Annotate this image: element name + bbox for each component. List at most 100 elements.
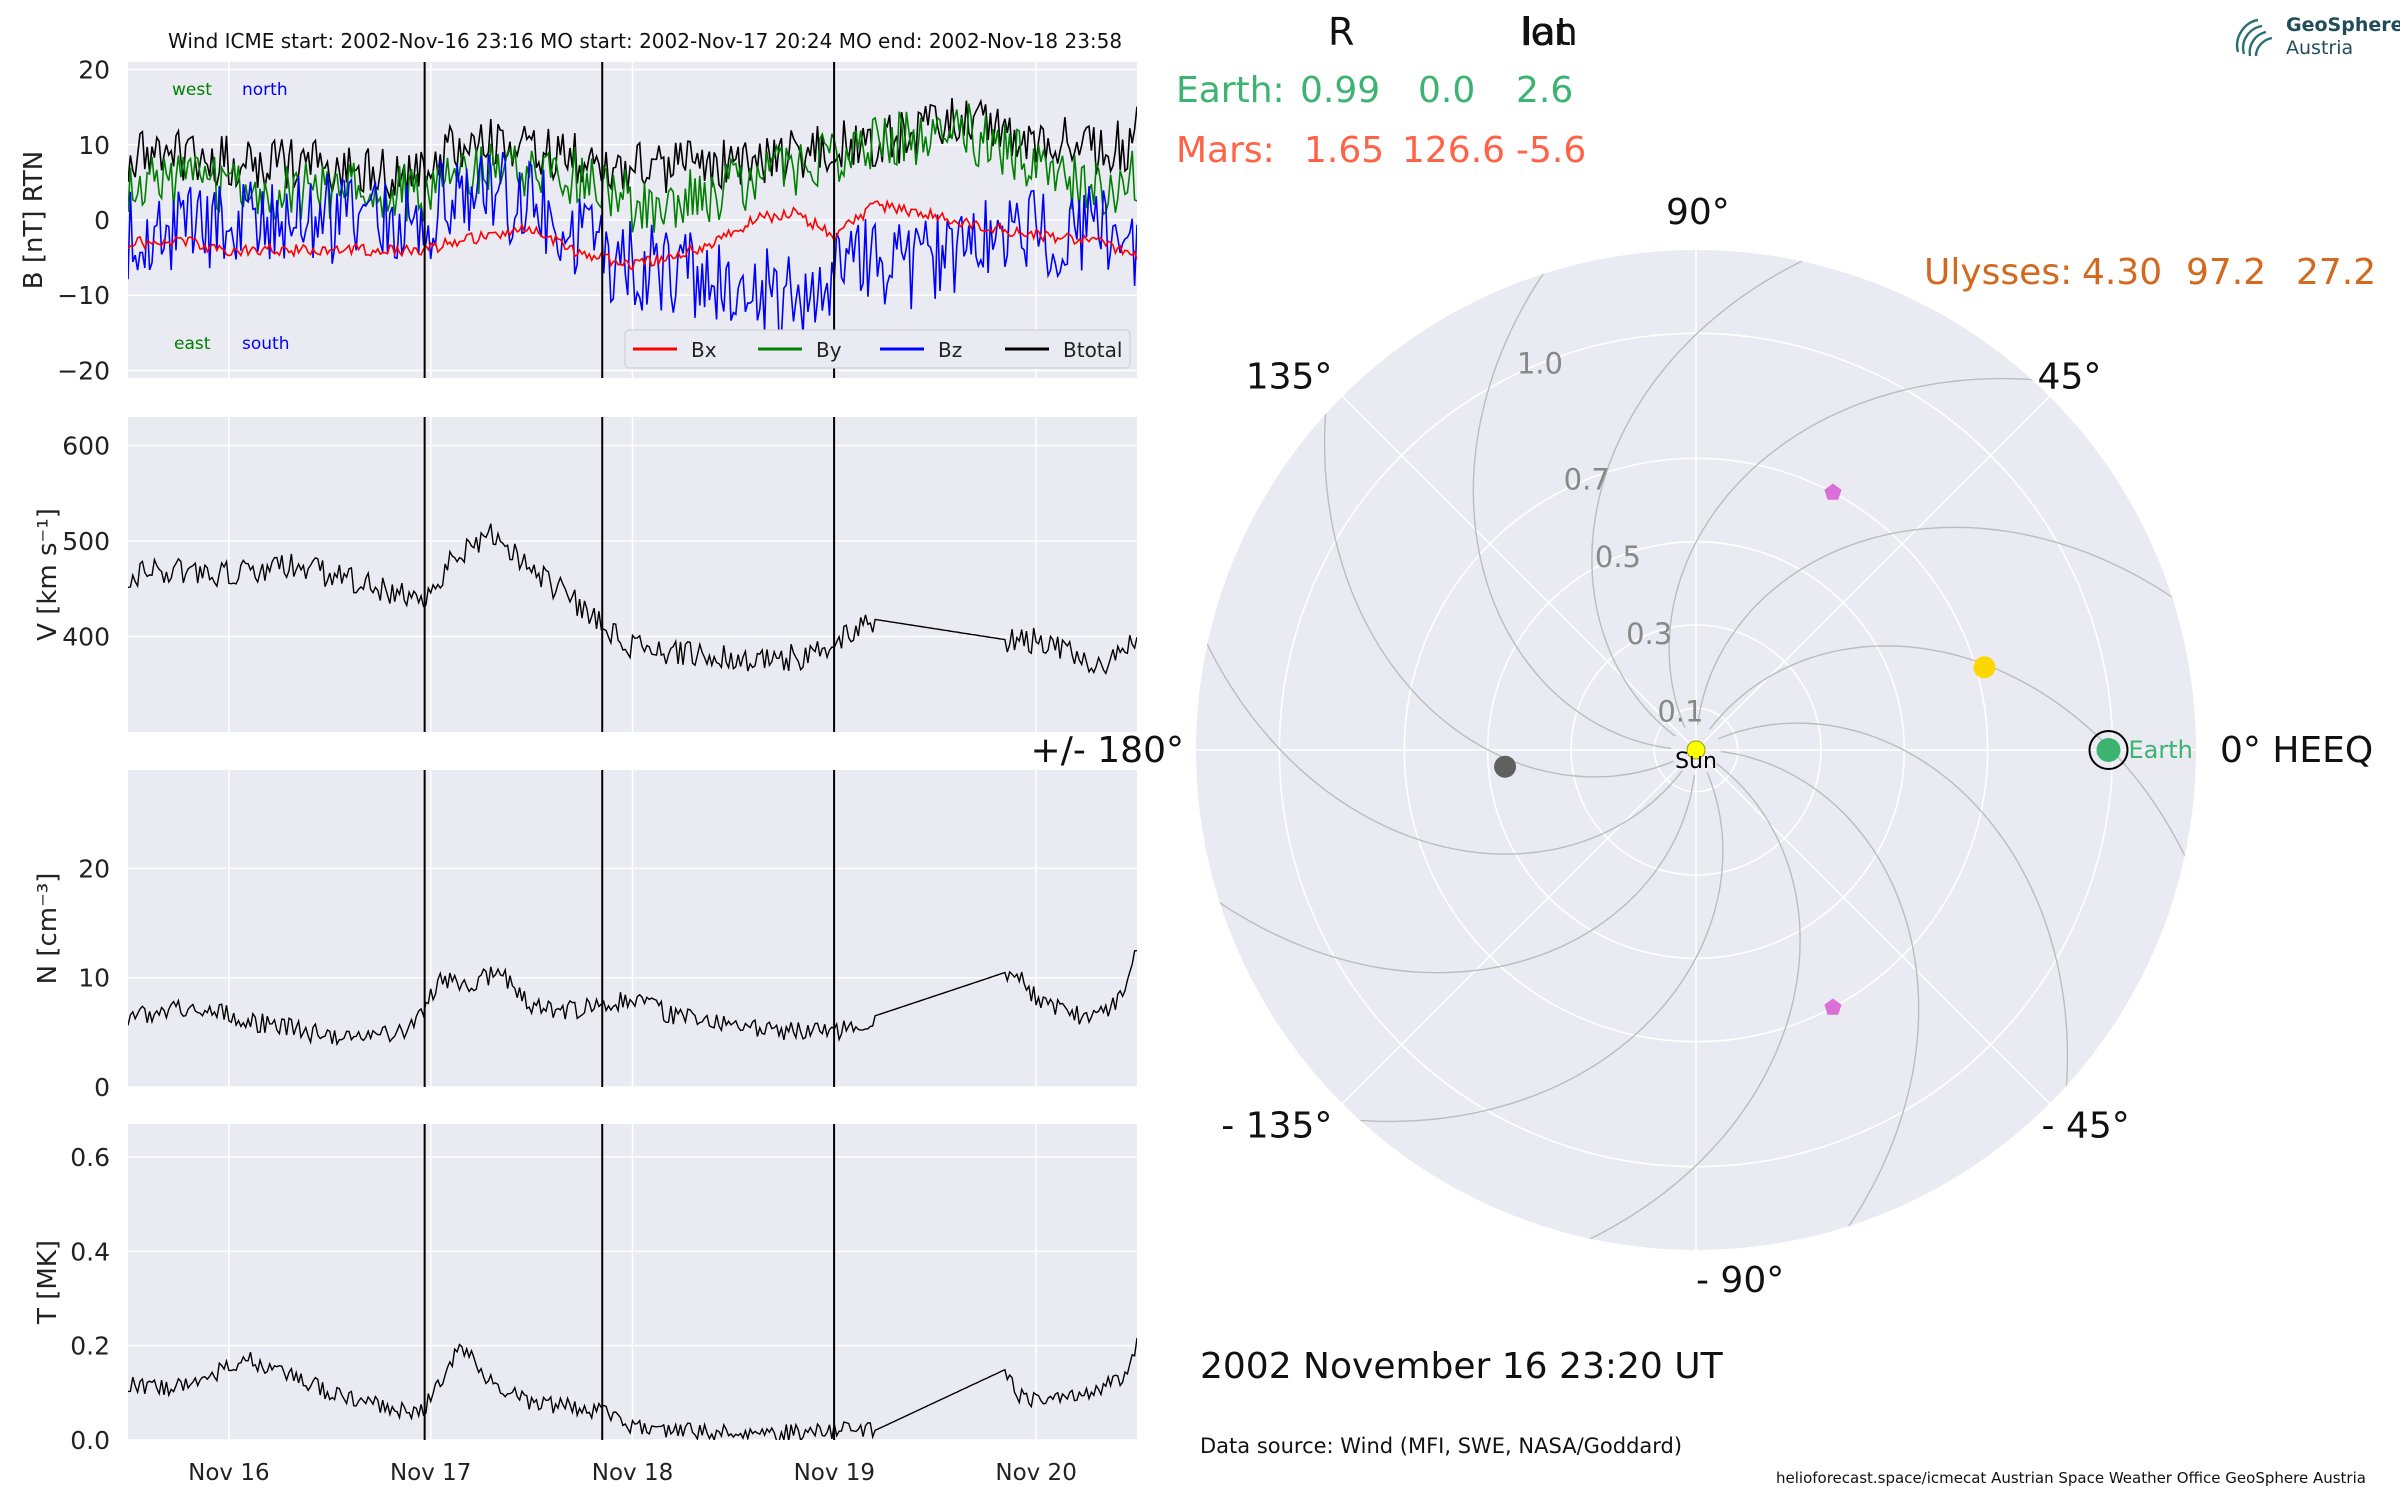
parker-spiral: [1718, 722, 2069, 1168]
y-tick-label: 600: [62, 432, 110, 461]
panel-n: 20 10 0 N [cm⁻³]: [33, 770, 1137, 1102]
polar-radius-label: 0.3: [1626, 617, 1672, 651]
data-layer: [128, 98, 1137, 339]
series-by: [128, 103, 1137, 233]
polar-angle-label: - 90°: [1696, 1260, 1784, 1301]
y-tick-label: 0: [94, 1073, 110, 1102]
parker-spiral: [1720, 750, 1920, 1250]
y-tick-label: 400: [62, 623, 110, 652]
data-source: Data source: Wind (MFI, SWE, NASA/Goddar…: [1200, 1434, 1683, 1458]
y-axis-label: T [MK]: [33, 1240, 63, 1325]
corner-label-south: south: [242, 334, 289, 354]
y-tick-label: −10: [57, 281, 110, 310]
time-series-panels: 20 10 0 −10 −20 B [nT] RTN Wind ICME start: 20…: [19, 29, 1137, 1486]
marker-earth: [2096, 738, 2121, 762]
legend-label-bx: Bx: [691, 338, 717, 362]
polar-angle-label: 90°: [1666, 192, 1730, 233]
marker-mercury: [1494, 755, 1517, 778]
polar-angle-label: +/- 180°: [1031, 730, 1184, 771]
row-earth-lon: 0.0: [1418, 70, 1476, 111]
y-axis-label: N [cm⁻³]: [33, 873, 63, 985]
label-sun: Sun: [1675, 749, 1717, 774]
logo-text-line1: GeoSphere: [2286, 14, 2400, 36]
polar-radius-label: 1.0: [1517, 347, 1563, 381]
parker-spiral: [1696, 526, 2196, 726]
y-tick-label: −20: [57, 356, 110, 385]
panel-b: 20 10 0 −10 −20 B [nT] RTN Wind ICME start: 20…: [19, 29, 1137, 385]
parker-spiral: [1709, 645, 2196, 934]
polar-spoke: [1695, 395, 2051, 751]
row-mars-lat: -5.6: [1516, 130, 1587, 171]
column-header-lat: lat: [1522, 10, 1571, 54]
parker-spiral: [1196, 774, 1696, 974]
parker-spirals: [1196, 250, 2196, 1250]
series-n: [128, 949, 1137, 1047]
polar-spoke: [1695, 749, 2051, 1105]
polar-radius-label: 0.5: [1595, 540, 1641, 574]
row-ulysses-label: Ulysses:: [1924, 252, 2073, 293]
timestamp: 2002 November 16 23:20 UT: [1200, 1346, 1723, 1387]
row-earth-lat: 2.6: [1516, 70, 1574, 111]
data-layer: [128, 523, 1137, 675]
polar-angle-label: 0° HEEQ: [2220, 730, 2373, 771]
marker-stereo-b: [1824, 998, 1842, 1015]
row-earth-r: 0.99: [1300, 70, 1381, 111]
polar-angle-label: - 45°: [2042, 1106, 2130, 1147]
x-tick-label: Nov 19: [794, 1460, 875, 1486]
row-mars-lon: 126.6: [1402, 130, 1506, 171]
legend-label-by: By: [816, 338, 842, 362]
corner-label-east: east: [174, 334, 211, 354]
geosphere-logo-icon: [2235, 18, 2273, 57]
panel-t: 0.6 0.4 0.2 0.0 T [MK] Nov 16 Nov 17 Nov 18 Nov …: [33, 1124, 1137, 1486]
data-layer: [128, 949, 1137, 1047]
y-tick-label: 10: [78, 964, 110, 993]
parker-spiral: [1668, 377, 2114, 728]
y-tick-label: 20: [78, 854, 110, 883]
parker-spiral: [1472, 250, 1672, 750]
row-mars-r: 1.65: [1304, 130, 1385, 171]
y-axis-label: V [km s⁻¹]: [33, 508, 63, 641]
parker-spiral: [1196, 566, 1683, 855]
panel-title: Wind ICME start: 2002-Nov-16 23:16 MO st…: [168, 29, 1122, 53]
row-ulysses-lon: 97.2: [2186, 252, 2267, 293]
column-header-r: R: [1328, 10, 1355, 54]
label-earth: Earth: [2129, 736, 2193, 764]
y-tick-label: 20: [78, 56, 110, 85]
marker-earth-ring: [2088, 730, 2129, 770]
y-tick-label: 10: [78, 131, 110, 160]
x-tick-label: Nov 18: [592, 1460, 673, 1486]
y-tick-label: 0: [94, 206, 110, 235]
credit-line: helioforecast.space/icmecat Austrian Spa…: [1776, 1469, 2366, 1487]
marker-sun: [1686, 740, 1706, 760]
row-earth-label: Earth:: [1176, 70, 1285, 111]
row-ulysses-lat: 27.2: [2296, 252, 2377, 293]
marker-stereo-a: [1824, 483, 1842, 500]
polar-angle-label: - 135°: [1221, 1106, 1332, 1147]
polar-radius-label: 0.7: [1564, 463, 1610, 497]
series-bz: [128, 151, 1137, 339]
corner-label-north: north: [242, 80, 288, 100]
legend: Bx By Bz Btotal: [624, 329, 1131, 369]
marker-venus: [1973, 656, 1996, 679]
y-tick-label: 0.2: [70, 1332, 110, 1361]
y-tick-label: 500: [62, 527, 110, 556]
row-mars-label: Mars:: [1176, 130, 1275, 171]
x-tick-label: Nov 17: [390, 1460, 471, 1486]
legend-box: [624, 329, 1131, 369]
data-layer: [128, 1337, 1137, 1440]
column-header-lon: lon: [1520, 10, 1578, 54]
parker-spiral: [1512, 763, 1801, 1250]
series-btotal: [128, 98, 1137, 199]
x-tick-label: Nov 16: [188, 1460, 269, 1486]
polar-spoke: [1341, 395, 1697, 751]
series-v: [128, 523, 1137, 675]
y-tick-label: 0.4: [70, 1237, 110, 1266]
y-tick-label: 0.6: [70, 1143, 110, 1172]
geosphere-logo: GeoSphere Austria: [2230, 12, 2400, 62]
row-ulysses-r: 4.30: [2082, 252, 2163, 293]
parker-spiral: [1278, 772, 1724, 1123]
corner-label-west: west: [172, 80, 212, 100]
series-t: [128, 1337, 1137, 1440]
